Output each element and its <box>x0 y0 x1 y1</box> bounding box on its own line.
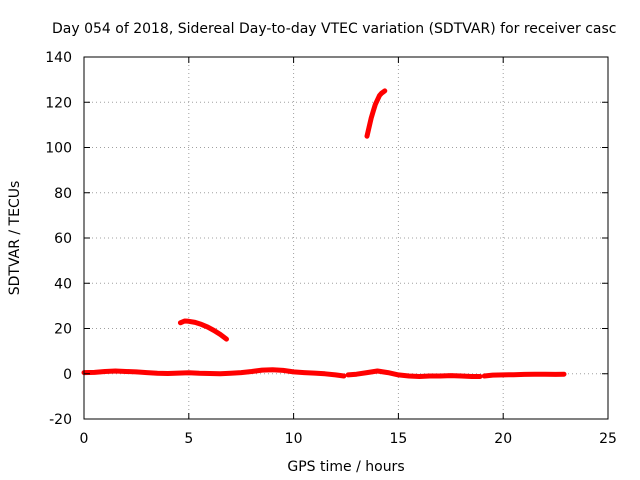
axis-ticks <box>83 56 609 420</box>
series-group <box>81 88 567 379</box>
series-line-segment-1 <box>177 318 229 342</box>
y-tick-label: 100 <box>45 141 72 157</box>
y-tick-label: 60 <box>54 231 72 247</box>
series-line-segment-3 <box>81 367 347 379</box>
y-tick-label: 20 <box>54 322 72 338</box>
series-line-segment-5 <box>481 371 567 379</box>
x-tick-label: 5 <box>184 431 193 447</box>
x-tick-label: 25 <box>599 431 617 447</box>
y-axis-title: SDTVAR / TECUs <box>7 181 23 296</box>
x-tick-label: 15 <box>389 431 407 447</box>
tick-labels: 0 5 10 15 20 25 -20 0 20 40 60 80 100 120 140 <box>45 50 617 447</box>
x-tick-label: 0 <box>80 431 89 447</box>
y-tick-label: 80 <box>54 186 72 202</box>
y-tick-label: -20 <box>49 412 72 428</box>
grid-lines <box>84 57 608 419</box>
y-tick-label: 120 <box>45 95 72 111</box>
x-tick-label: 10 <box>285 431 303 447</box>
chart-title: Day 054 of 2018, Sidereal Day-to-day VTE… <box>52 21 616 37</box>
x-tick-label: 20 <box>494 431 512 447</box>
series-line-segment-4 <box>345 368 483 379</box>
y-tick-label: 0 <box>63 367 72 383</box>
series-line-segment-2 <box>364 88 388 139</box>
x-axis-title: GPS time / hours <box>287 459 404 475</box>
plot-frame <box>83 56 609 420</box>
y-tick-label: 140 <box>45 50 72 66</box>
y-tick-label: 40 <box>54 276 72 292</box>
